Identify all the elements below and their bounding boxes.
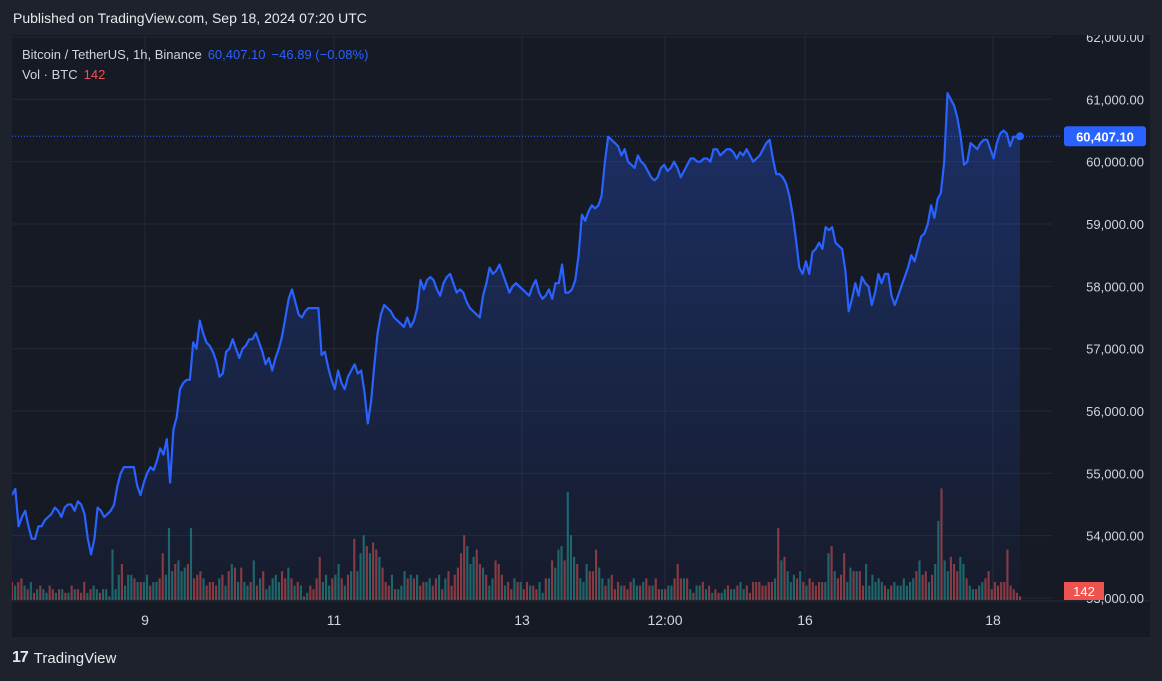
last-price-value: 60,407.10 — [207, 47, 266, 62]
volume-label[interactable]: Vol · BTC — [22, 67, 78, 82]
price-change-value: −46.89 (−0.08%) — [271, 47, 369, 62]
volume-badge — [1064, 582, 1104, 600]
time-axis: 9 11 13 12:00 16 18 — [141, 612, 1001, 628]
chart-pane[interactable]: 62,000.00 61,000.00 60,000.00 59,000.00 58,0… — [12, 35, 1150, 637]
y-tick-label: 61,000.00 — [1086, 92, 1144, 107]
last-price-dot — [1016, 132, 1024, 141]
x-tick-label: 11 — [327, 612, 342, 628]
x-tick-label: 9 — [141, 612, 149, 628]
volume-badge-label: 142 — [1073, 584, 1095, 599]
y-tick-label: 60,000.00 — [1086, 155, 1144, 170]
chart-legend: Bitcoin / TetherUS, 1h, Binance 60,407.10… — [22, 45, 368, 85]
y-tick-label: 57,000.00 — [1086, 342, 1144, 357]
published-caption: Published on TradingView.com, Sep 18, 20… — [13, 10, 367, 26]
brand-footer[interactable]: 17 TradingView — [12, 649, 116, 667]
price-area — [12, 93, 1020, 600]
price-axis: 62,000.00 61,000.00 60,000.00 59,000.00 58,0… — [1086, 35, 1144, 606]
legend-row-price: Bitcoin / TetherUS, 1h, Binance 60,407.10… — [22, 45, 368, 65]
x-tick-label: 16 — [797, 612, 813, 628]
x-tick-label: 13 — [514, 612, 530, 628]
price-badge-label: 60,407.10 — [1076, 129, 1134, 144]
x-tick-label: 12:00 — [647, 612, 682, 628]
y-tick-label: 62,000.00 — [1086, 35, 1144, 45]
legend-row-volume: Vol · BTC 142 — [22, 65, 368, 85]
tradingview-logo-icon: 17 — [12, 649, 29, 666]
price-line — [12, 92, 1021, 556]
y-tick-label: 58,000.00 — [1086, 279, 1144, 294]
brand-label: TradingView — [33, 649, 117, 667]
x-tick-label: 18 — [985, 612, 1001, 628]
y-tick-label: 54,000.00 — [1086, 529, 1144, 544]
volume-value: 142 — [83, 67, 106, 82]
y-tick-label: 56,000.00 — [1086, 404, 1144, 419]
y-tick-label: 55,000.00 — [1086, 466, 1144, 481]
y-tick-label: 59,000.00 — [1086, 217, 1144, 232]
symbol-label[interactable]: Bitcoin / TetherUS, 1h, Binance — [22, 47, 202, 62]
price-badge — [1064, 126, 1146, 147]
price-chart[interactable]: 62,000.00 61,000.00 60,000.00 59,000.00 58,0… — [12, 35, 1150, 637]
